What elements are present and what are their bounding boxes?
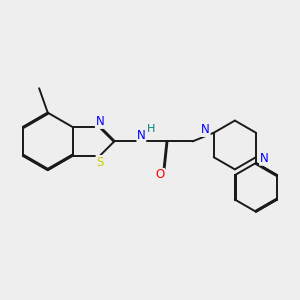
Text: N: N xyxy=(201,123,210,136)
Text: N: N xyxy=(260,152,268,165)
Text: O: O xyxy=(155,169,164,182)
Text: S: S xyxy=(96,156,103,169)
Text: N: N xyxy=(137,129,146,142)
Text: H: H xyxy=(147,124,156,134)
Text: N: N xyxy=(95,116,104,128)
